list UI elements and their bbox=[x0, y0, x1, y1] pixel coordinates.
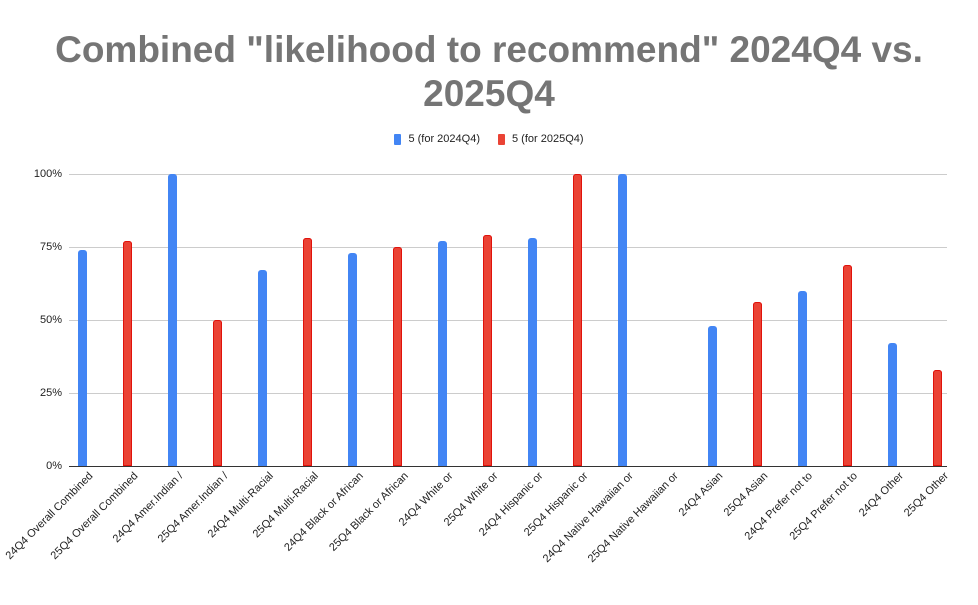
x-tick-label: 25Q4 Black or African bbox=[327, 470, 411, 554]
bar[interactable] bbox=[798, 290, 807, 466]
legend-swatch-red-icon bbox=[498, 133, 505, 145]
bar[interactable] bbox=[618, 174, 627, 466]
bar[interactable] bbox=[258, 270, 267, 466]
legend-item-2024q4[interactable]: 5 (for 2024Q4) bbox=[394, 133, 480, 145]
bar[interactable] bbox=[933, 369, 942, 466]
bar[interactable] bbox=[168, 174, 177, 466]
bar[interactable] bbox=[303, 238, 312, 466]
y-tick-label: 100% bbox=[33, 168, 62, 180]
bar[interactable] bbox=[123, 241, 132, 466]
x-tick-label: 24Q4 Native Hawaiian or bbox=[540, 470, 636, 565]
bar[interactable] bbox=[753, 302, 762, 466]
legend-item-2025q4[interactable]: 5 (for 2025Q4) bbox=[498, 133, 584, 145]
y-tick-label: 0% bbox=[46, 460, 62, 472]
legend: 5 (for 2024Q4) 5 (for 2025Q4) bbox=[0, 133, 978, 145]
bar[interactable] bbox=[213, 320, 222, 466]
x-tick-label: 25Q4 Overall Combined bbox=[48, 470, 141, 562]
x-tick-label: 24Q4 Black or African bbox=[282, 470, 366, 554]
x-tick-label: 25Q4 Native Hawaiian or bbox=[585, 470, 681, 565]
legend-label: 5 (for 2025Q4) bbox=[512, 133, 584, 145]
y-tick-label: 50% bbox=[39, 314, 62, 326]
bar[interactable] bbox=[348, 252, 357, 466]
bar[interactable] bbox=[573, 174, 582, 466]
legend-swatch-blue-icon bbox=[394, 133, 402, 145]
y-tick-label: 75% bbox=[39, 241, 62, 253]
x-tick-label: 24Q4 Asian bbox=[676, 470, 726, 519]
chart-title: Combined "likelihood to recommend" 2024Q… bbox=[0, 28, 978, 116]
x-axis-line bbox=[69, 466, 947, 467]
chart-title-line-1: Combined "likelihood to recommend" 2024Q… bbox=[55, 29, 923, 70]
x-tick-label: 24Q4 Other bbox=[856, 470, 906, 520]
bar[interactable] bbox=[843, 264, 852, 466]
y-tick-label: 25% bbox=[39, 387, 62, 399]
chart-title-line-2: 2025Q4 bbox=[423, 73, 555, 114]
x-tick-label: 25Q4 Other bbox=[901, 470, 951, 520]
bar[interactable] bbox=[483, 235, 492, 466]
bar[interactable] bbox=[78, 249, 87, 466]
x-tick-label: 24Q4 Overall Combined bbox=[3, 470, 96, 562]
gridline bbox=[69, 393, 947, 394]
bar[interactable] bbox=[393, 247, 402, 466]
plot-area bbox=[69, 174, 947, 467]
bar[interactable] bbox=[888, 343, 897, 466]
bar[interactable] bbox=[708, 325, 717, 466]
bar[interactable] bbox=[438, 241, 447, 466]
gridline bbox=[69, 174, 947, 175]
legend-label: 5 (for 2024Q4) bbox=[408, 133, 480, 145]
gridline bbox=[69, 247, 947, 248]
gridline bbox=[69, 320, 947, 321]
x-tick-label: 25Q4 Asian bbox=[721, 470, 771, 519]
bar[interactable] bbox=[528, 238, 537, 466]
